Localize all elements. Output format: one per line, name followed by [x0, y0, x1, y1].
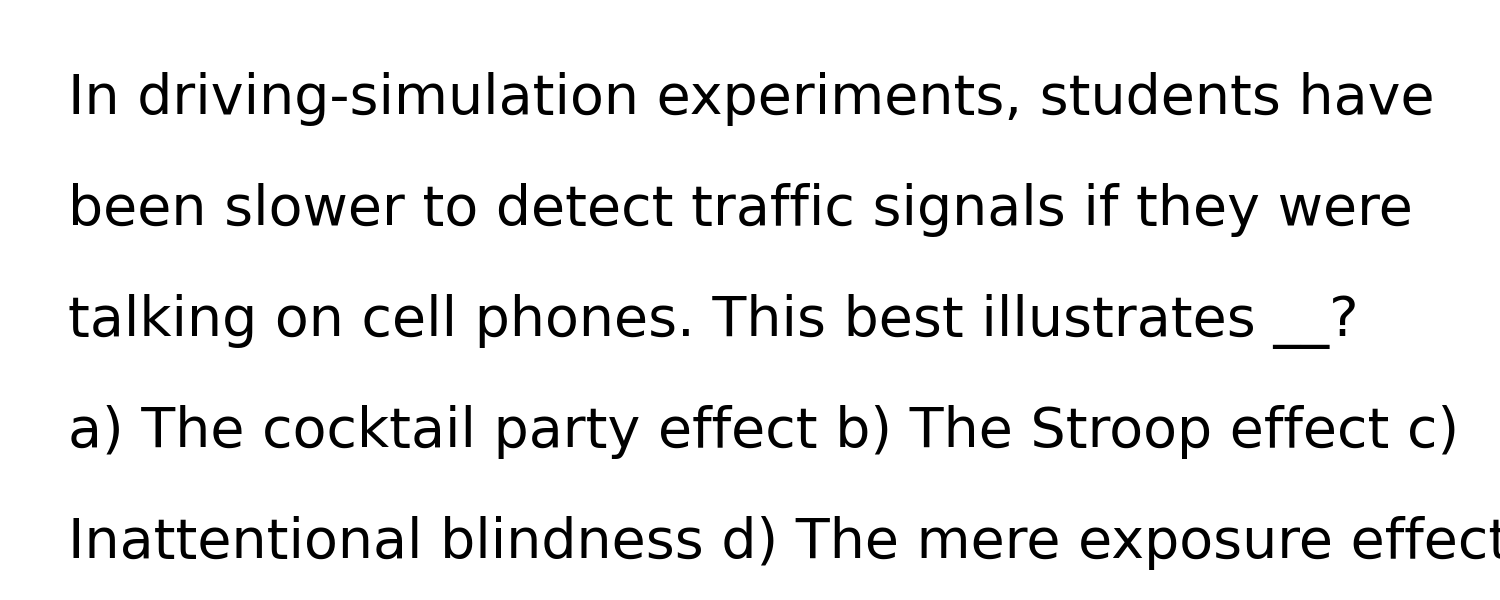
Text: Inattentional blindness d) The mere exposure effect: Inattentional blindness d) The mere expo… — [68, 516, 1500, 570]
Text: talking on cell phones. This best illustrates __?: talking on cell phones. This best illust… — [68, 294, 1358, 349]
Text: In driving-simulation experiments, students have: In driving-simulation experiments, stude… — [68, 72, 1434, 126]
Text: been slower to detect traffic signals if they were: been slower to detect traffic signals if… — [68, 183, 1413, 237]
Text: a) The cocktail party effect b) The Stroop effect c): a) The cocktail party effect b) The Stro… — [68, 405, 1458, 459]
